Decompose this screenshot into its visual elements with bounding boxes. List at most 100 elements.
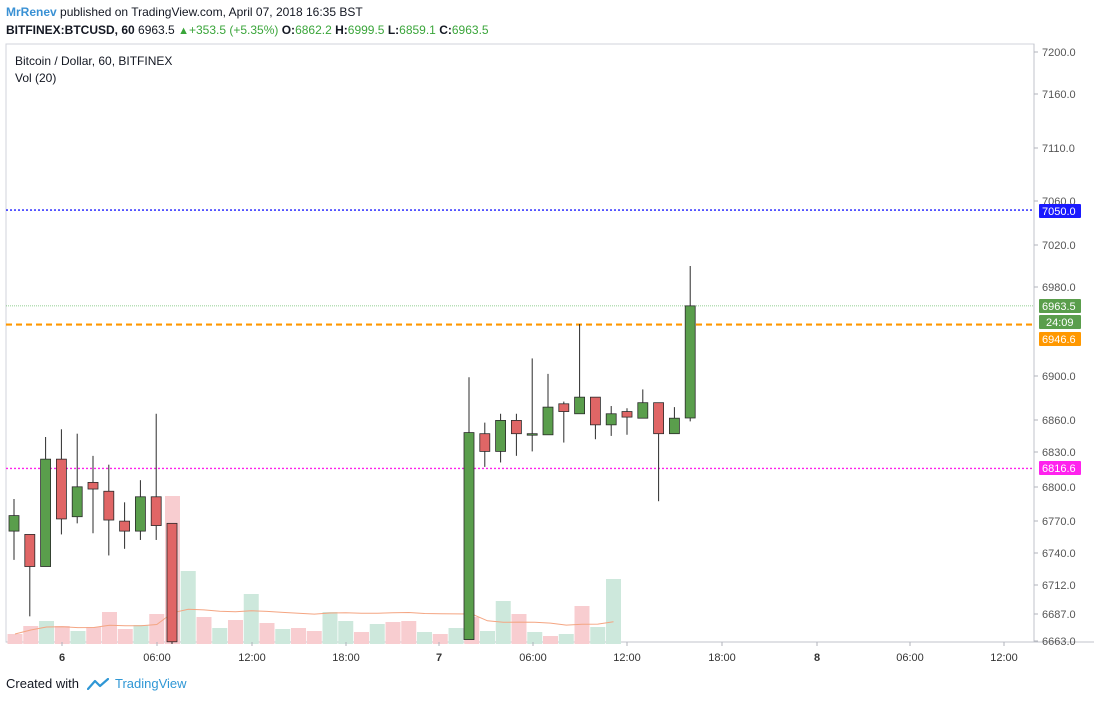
volume-bar (196, 617, 212, 644)
price-tag-label: 6816.6 (1042, 463, 1076, 475)
volume-bar (306, 631, 322, 644)
volume-bar (212, 628, 228, 644)
candle-up (526, 433, 538, 436)
candles (8, 266, 696, 644)
candle-up (684, 305, 696, 419)
countdown-label: 24:09 (1046, 317, 1074, 329)
candle-down (653, 402, 664, 435)
volume-bar (86, 627, 102, 644)
close-value: 6963.5 (451, 23, 489, 37)
candle-down (590, 396, 601, 426)
candle-up (495, 420, 507, 452)
time-tick-label: 12:00 (990, 652, 1018, 664)
price-tick-label: 7200.0 (1042, 47, 1076, 59)
volume-bar (228, 620, 243, 644)
time-tick-label: 7 (436, 652, 442, 664)
price-tags: 7050.0 6963.5 24:09 6946.6 6816.6 (1039, 204, 1081, 475)
publish-line: MrRenev published on TradingView.com, Ap… (6, 4, 363, 20)
candle-down (24, 534, 36, 567)
time-axis-ticks: 6 06:00 12:00 18:00 7 06:00 12:00 18:00 8 06:00 12… (59, 642, 1018, 664)
volume-legend: Vol (20) (15, 71, 56, 85)
time-tick-label: 6 (59, 652, 65, 664)
volume-bar (511, 614, 527, 644)
price-tick-label: 6770.0 (1042, 516, 1076, 528)
candle-up (669, 417, 680, 435)
candle-up (8, 515, 20, 532)
candle-up (605, 413, 617, 426)
open-value: 6862.2 (295, 23, 332, 37)
candle-down (510, 420, 522, 435)
volume-bar (54, 626, 70, 644)
time-tick-label: 8 (814, 652, 820, 664)
price-tick-label: 6712.0 (1042, 580, 1076, 592)
volume-bar (39, 621, 54, 644)
change-value: +353.5 (+5.35%) (188, 23, 279, 37)
volume-bar (243, 594, 259, 644)
price-axis-ticks: 7200.07160.07110.07060.07020.06980.06900… (1034, 47, 1076, 648)
volume-bar (180, 571, 196, 644)
tradingview-link[interactable]: TradingView (114, 676, 187, 691)
footer: Created with TradingView (6, 674, 187, 694)
candle-down (621, 411, 633, 418)
last-price: 6963.5 (138, 23, 175, 37)
price-tick-label: 6740.0 (1042, 548, 1076, 560)
volume-bar (259, 623, 275, 644)
ohlc-line: BITFINEX:BTCUSD, 60 6963.5 ▲+353.5 (+5.3… (6, 22, 489, 38)
published-text: published on TradingView.com, April 07, … (60, 5, 363, 19)
candle-down (56, 458, 67, 520)
price-tick-label: 6800.0 (1042, 482, 1076, 494)
candle-down (119, 520, 130, 532)
price-tag (1039, 299, 1081, 313)
time-tick-label: 18:00 (708, 652, 736, 664)
price-tag (1039, 461, 1081, 475)
volume-bar (102, 612, 117, 644)
open-label: O: (281, 23, 296, 37)
volume-bar (7, 634, 23, 644)
volume-bar (574, 606, 590, 644)
author-link[interactable]: MrRenev (6, 5, 57, 19)
volume-bar (338, 621, 354, 644)
time-tick-label: 06:00 (519, 652, 547, 664)
candle-up (542, 406, 554, 436)
time-tick-label: 06:00 (143, 652, 171, 664)
price-tag-label: 6963.5 (1042, 301, 1076, 313)
close-label: C: (439, 23, 452, 37)
volume-bar (354, 632, 369, 644)
price-lines (6, 209, 1034, 470)
volume-bar (70, 631, 86, 644)
price-tag-label: 6946.6 (1042, 334, 1076, 346)
price-tick-label: 6687.0 (1042, 609, 1076, 621)
low-value: 6859.1 (399, 23, 436, 37)
volume-bar (369, 624, 385, 644)
volume-bar (149, 614, 165, 644)
volume-bar (322, 612, 338, 644)
candle-up (40, 458, 51, 567)
volume-bar (590, 627, 606, 644)
volume-bar (432, 634, 448, 644)
price-tag (1039, 332, 1081, 346)
volume-bar (117, 629, 133, 644)
candle-up (71, 486, 83, 518)
candle-up (574, 396, 585, 415)
volume-bar (385, 622, 401, 644)
symbol-label: BITFINEX:BTCUSD, 60 (6, 23, 135, 37)
volume-ma-line (14, 608, 614, 635)
price-tick-label: 6830.0 (1042, 447, 1076, 459)
chart-title: Bitcoin / Dollar, 60, BITFINEX (15, 54, 172, 68)
price-tag-label: 7050.0 (1042, 206, 1076, 218)
candle-down (558, 403, 570, 412)
price-tick-label: 7020.0 (1042, 240, 1076, 252)
price-tick-label: 6980.0 (1042, 282, 1076, 294)
volume-bar (448, 628, 464, 644)
price-tick-label: 6900.0 (1042, 371, 1076, 383)
price-tag (1039, 204, 1081, 218)
volume-bar (291, 628, 306, 644)
volume-bar (606, 579, 621, 644)
price-tick-label: 7160.0 (1042, 89, 1076, 101)
volume-bar (480, 631, 495, 644)
high-label: H: (335, 23, 348, 37)
low-label: L: (387, 23, 400, 37)
time-tick-label: 12:00 (238, 652, 266, 664)
tradingview-logo-icon (86, 678, 109, 690)
